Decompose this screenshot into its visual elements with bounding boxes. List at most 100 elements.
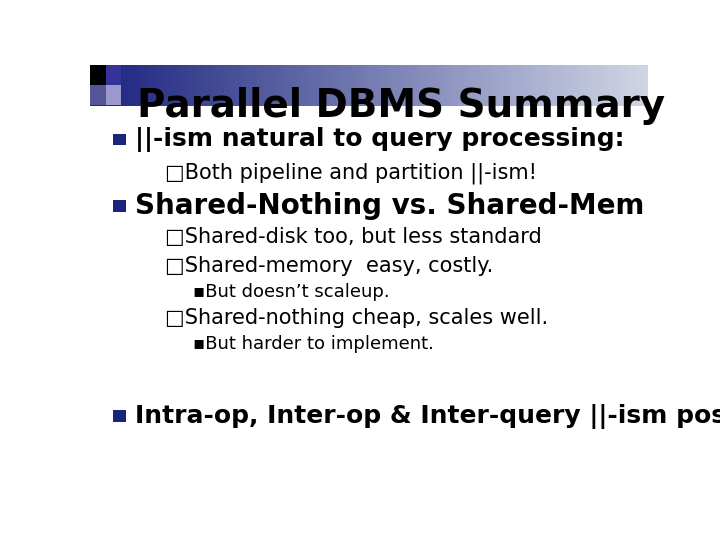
Text: □Shared-disk too, but less standard: □Shared-disk too, but less standard	[166, 227, 542, 247]
Bar	[168, 65, 174, 106]
Bar	[380, 65, 387, 106]
Bar	[114, 200, 126, 212]
Text: Parallel DBMS Summary: Parallel DBMS Summary	[138, 87, 665, 125]
Bar	[145, 65, 152, 106]
Bar	[124, 65, 130, 106]
Bar	[531, 65, 537, 106]
Bar	[96, 65, 102, 106]
Text: ▪But harder to implement.: ▪But harder to implement.	[193, 335, 434, 353]
Bar	[107, 65, 113, 106]
Bar	[174, 65, 180, 106]
Bar	[492, 65, 498, 106]
Bar	[520, 65, 526, 106]
Bar	[263, 65, 269, 106]
Bar	[425, 65, 431, 106]
Bar	[341, 65, 347, 106]
Bar	[291, 65, 297, 106]
Bar	[112, 65, 119, 106]
Bar	[90, 65, 106, 85]
Bar	[347, 65, 353, 106]
Bar	[469, 65, 476, 106]
Bar	[163, 65, 168, 106]
Bar	[587, 65, 593, 106]
Bar	[408, 65, 414, 106]
Text: ▪But doesn’t scaleup.: ▪But doesn’t scaleup.	[193, 284, 390, 301]
Bar	[598, 65, 604, 106]
Bar	[626, 65, 632, 106]
Text: □Both pipeline and partition ||-ism!: □Both pipeline and partition ||-ism!	[166, 162, 537, 184]
Bar	[285, 65, 292, 106]
Bar	[207, 65, 213, 106]
Bar	[498, 65, 503, 106]
Bar	[101, 65, 107, 106]
Bar	[269, 65, 275, 106]
Bar	[252, 65, 258, 106]
Bar	[358, 65, 364, 106]
Bar	[559, 65, 565, 106]
Bar	[637, 65, 643, 106]
Bar	[620, 65, 626, 106]
Bar	[642, 65, 649, 106]
Bar	[297, 65, 302, 106]
Bar	[336, 65, 342, 106]
Bar	[90, 85, 106, 105]
Bar	[313, 65, 320, 106]
Bar	[364, 65, 369, 106]
Text: □Shared-nothing cheap, scales well.: □Shared-nothing cheap, scales well.	[166, 308, 549, 328]
Bar	[453, 65, 459, 106]
Bar	[431, 65, 436, 106]
Bar	[185, 65, 191, 106]
Bar	[542, 65, 548, 106]
Bar	[547, 65, 554, 106]
Bar	[324, 65, 330, 106]
Bar	[90, 65, 96, 106]
Bar	[352, 65, 359, 106]
Bar	[464, 65, 470, 106]
Bar	[369, 65, 375, 106]
Bar	[503, 65, 509, 106]
Bar	[436, 65, 442, 106]
Bar	[564, 65, 570, 106]
Bar	[129, 65, 135, 106]
Bar	[481, 65, 487, 106]
Text: Intra-op, Inter-op & Inter-query ||-ism possible.: Intra-op, Inter-op & Inter-query ||-ism …	[135, 404, 720, 429]
Text: □Shared-memory  easy, costly.: □Shared-memory easy, costly.	[166, 256, 494, 276]
Bar	[475, 65, 481, 106]
Bar	[419, 65, 426, 106]
Bar	[218, 65, 225, 106]
Bar	[593, 65, 598, 106]
Bar	[258, 65, 264, 106]
Bar	[274, 65, 280, 106]
Bar	[140, 65, 146, 106]
Bar	[386, 65, 392, 106]
Bar	[526, 65, 531, 106]
Bar	[615, 65, 621, 106]
Bar	[106, 85, 121, 105]
Bar	[397, 65, 403, 106]
Bar	[190, 65, 197, 106]
Bar	[280, 65, 286, 106]
Text: ||-ism natural to query processing:: ||-ism natural to query processing:	[135, 127, 624, 152]
Bar	[459, 65, 464, 106]
Bar	[196, 65, 202, 106]
Bar	[307, 65, 314, 106]
Bar	[240, 65, 247, 106]
Bar	[392, 65, 397, 106]
Bar	[224, 65, 230, 106]
Bar	[151, 65, 158, 106]
Bar	[514, 65, 521, 106]
Bar	[441, 65, 448, 106]
Bar	[246, 65, 253, 106]
Bar	[135, 65, 141, 106]
Bar	[118, 65, 124, 106]
Bar	[631, 65, 637, 106]
Bar	[609, 65, 615, 106]
Bar	[235, 65, 241, 106]
Bar	[114, 134, 126, 145]
Bar	[570, 65, 576, 106]
Bar	[330, 65, 336, 106]
Bar	[230, 65, 235, 106]
Bar	[603, 65, 610, 106]
Bar	[302, 65, 308, 106]
Bar	[114, 410, 126, 422]
